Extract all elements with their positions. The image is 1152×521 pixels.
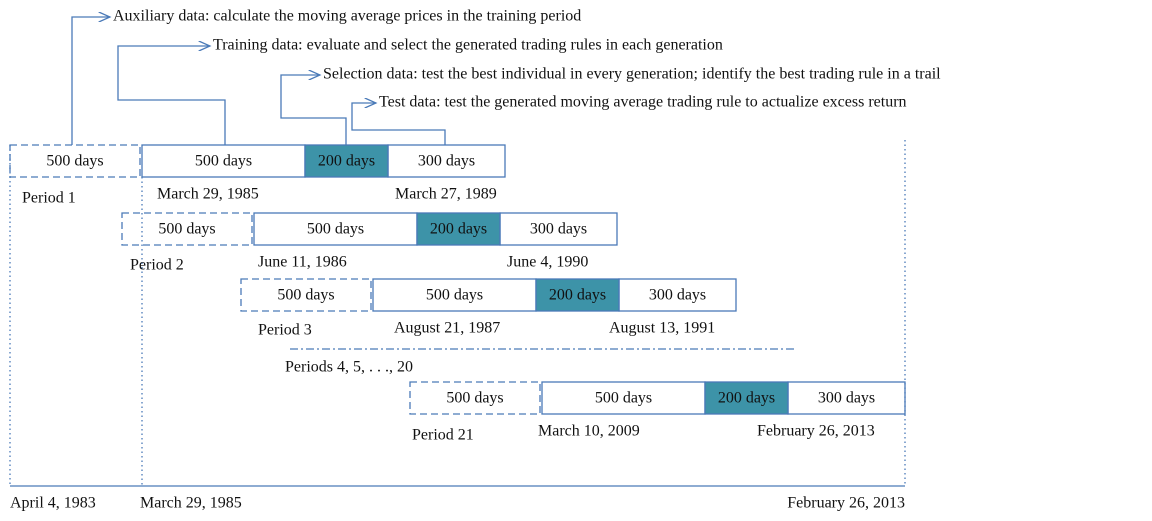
auxiliary-box <box>409 381 541 415</box>
segment-label: 200 days <box>430 221 487 238</box>
timeline-label: April 4, 1983 <box>10 495 96 512</box>
legend-text: Training data: evaluate and select the g… <box>213 37 723 54</box>
start-date: June 11, 1986 <box>258 254 347 271</box>
start-date: August 21, 1987 <box>394 320 500 337</box>
legend-text: Auxiliary data: calculate the moving ave… <box>113 8 581 25</box>
test-box <box>499 212 618 246</box>
segment-label: 500 days <box>595 390 652 407</box>
connector <box>280 75 347 145</box>
segment-label: 200 days <box>549 287 606 304</box>
segment-label: 500 days <box>46 153 103 170</box>
segment-label: 300 days <box>418 153 475 170</box>
segment-label: 500 days <box>426 287 483 304</box>
start-date: March 29, 1985 <box>157 186 259 203</box>
segment-label: 500 days <box>158 221 215 238</box>
segment-label: 200 days <box>718 390 775 407</box>
auxiliary-box <box>9 144 141 178</box>
segment-label: 500 days <box>446 390 503 407</box>
connector <box>351 103 446 145</box>
start-date: March 10, 2009 <box>538 423 640 440</box>
segment-label: 500 days <box>277 287 334 304</box>
end-date: June 4, 1990 <box>507 254 588 271</box>
period-label: Period 21 <box>412 427 474 444</box>
segment-label: 200 days <box>318 153 375 170</box>
auxiliary-box <box>121 212 253 246</box>
legend-text: Test data: test the generated moving ave… <box>379 94 907 111</box>
periods: 500 days 500 days 200 days 300 days Period 1… <box>9 144 906 444</box>
connector <box>71 17 110 145</box>
connector <box>117 46 226 145</box>
end-date: February 26, 2013 <box>757 423 875 440</box>
period-label: Period 2 <box>130 257 184 274</box>
segment-label: 300 days <box>818 390 875 407</box>
segment-label: 300 days <box>530 221 587 238</box>
segment-label: 500 days <box>195 153 252 170</box>
end-date: August 13, 1991 <box>609 320 715 337</box>
legend-text: Selection data: test the best individual… <box>323 66 941 83</box>
test-box <box>787 381 906 415</box>
period-label: Period 1 <box>22 190 76 207</box>
auxiliary-box <box>240 278 372 312</box>
segment-label: 300 days <box>649 287 706 304</box>
selection-box <box>704 381 789 415</box>
period-label: Period 3 <box>258 322 312 339</box>
segment-label: 500 days <box>307 221 364 238</box>
end-date: March 27, 1989 <box>395 186 497 203</box>
test-box <box>618 278 737 312</box>
timeline-label: March 29, 1985 <box>140 495 242 512</box>
periods-note: Periods 4, 5, . . ., 20 <box>285 359 413 376</box>
timeline-label: February 26, 2013 <box>787 495 905 512</box>
test-box <box>387 144 506 178</box>
